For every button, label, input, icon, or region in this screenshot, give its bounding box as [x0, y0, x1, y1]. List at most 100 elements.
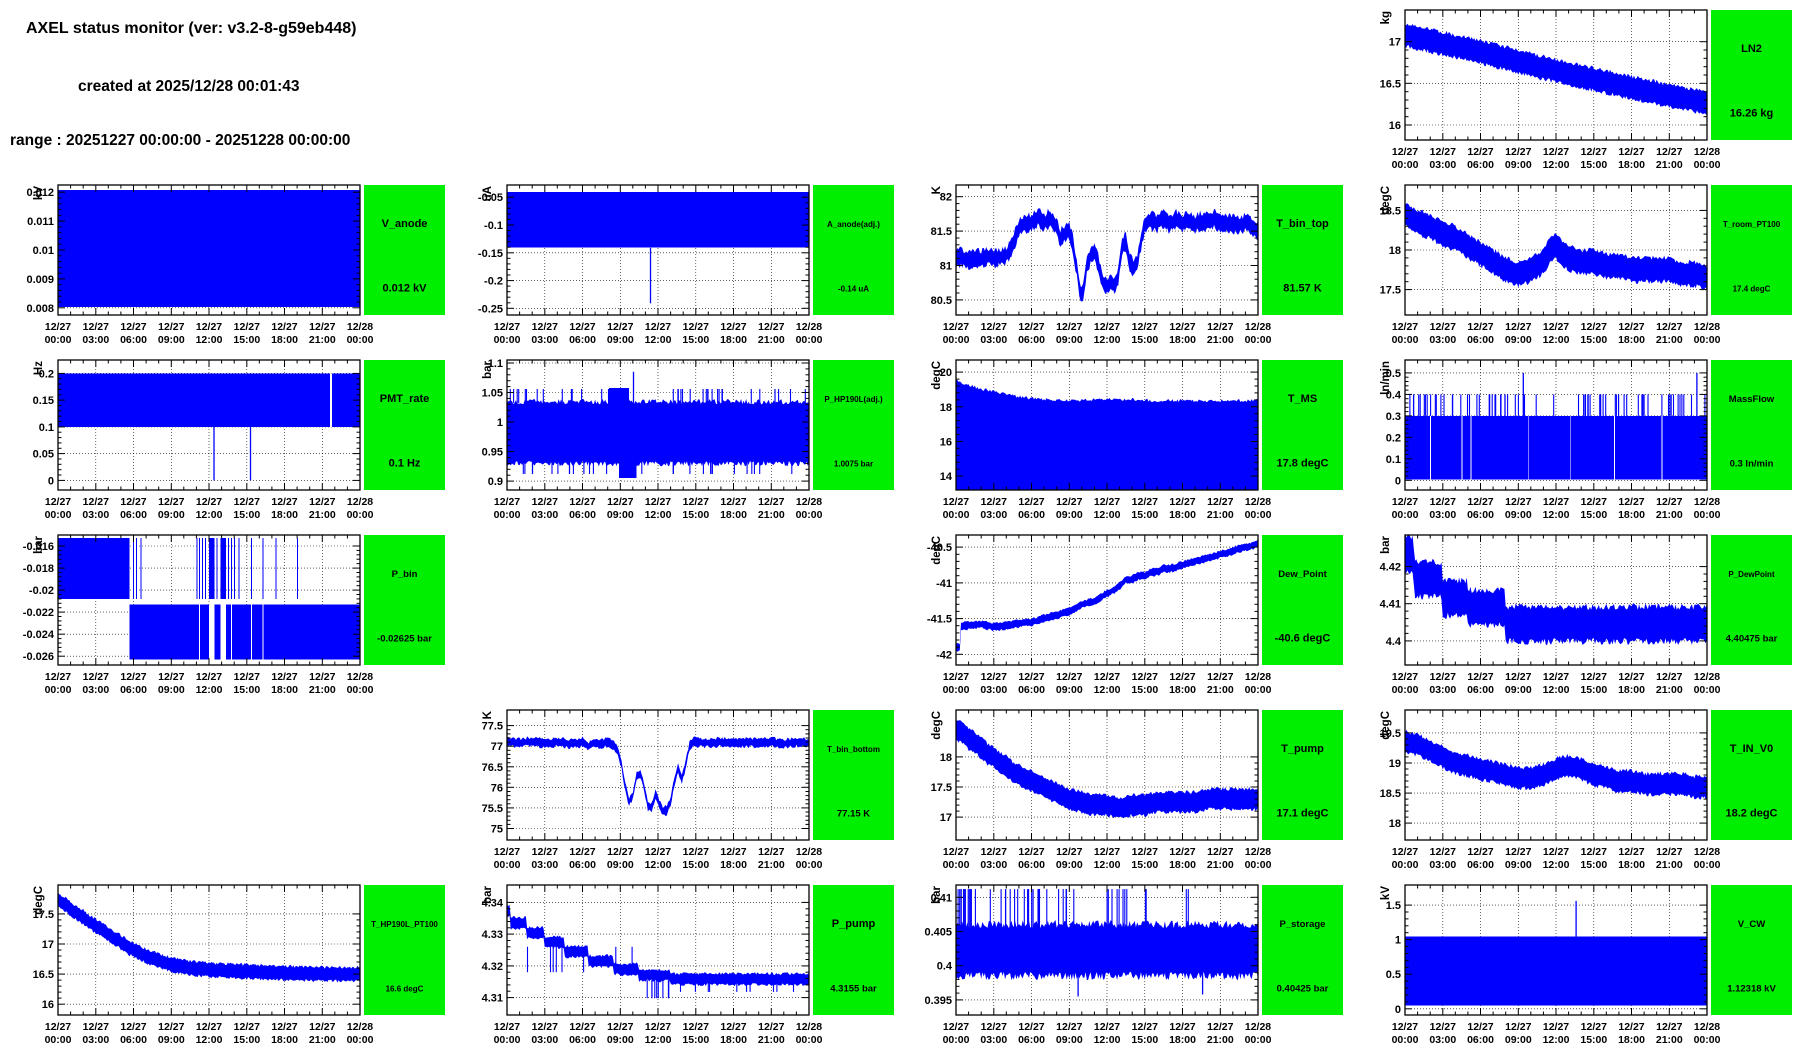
x-tick-date: 12/27	[1581, 496, 1607, 508]
y-axis-unit: bar	[482, 885, 494, 903]
x-tick-date: 12/27	[120, 321, 146, 333]
x-tick-time: 15:00	[233, 1034, 260, 1045]
x-tick-date: 12/28	[1245, 496, 1271, 508]
x-tick-date: 12/27	[943, 321, 969, 333]
x-tick-date: 12/27	[758, 846, 784, 858]
plot-label: P_bin	[392, 569, 418, 580]
y-tick-label: 0.41	[931, 892, 952, 904]
x-tick-time: 21:00	[1656, 684, 1683, 695]
plot-data-T_HP190L_PT100	[58, 892, 360, 983]
x-tick-date: 12/27	[1056, 671, 1082, 683]
x-tick-time: 21:00	[758, 509, 785, 520]
x-tick-time: 21:00	[1207, 509, 1234, 520]
x-tick-date: 12/27	[271, 321, 297, 333]
x-tick-date: 12/27	[494, 846, 520, 858]
x-tick-time: 15:00	[682, 509, 709, 520]
plot-panel-T_IN_V0: 18 18.5 19 19.5 12/27 00:00 12/27 03:00 12/27 06:…	[1347, 698, 1796, 871]
x-tick-date: 12/27	[271, 496, 297, 508]
x-tick-time: 15:00	[1580, 859, 1607, 870]
plot-svg-MassFlow: 00.10.20.30.40.512/2700:0012/2703:0012/2…	[1380, 359, 1792, 521]
plot-svg-T_MS: 1416182012/2700:0012/2703:0012/2706:0012…	[931, 359, 1343, 521]
x-tick-time: 09:00	[607, 334, 634, 345]
y-tick-label: -0.022	[23, 607, 54, 619]
x-tick-date: 12/27	[1132, 321, 1158, 333]
y-tick-label: 0.05	[33, 449, 54, 461]
x-tick-date: 12/27	[569, 496, 595, 508]
plot-value: 18.2 degC	[1726, 808, 1778, 820]
x-tick-date: 12/27	[158, 321, 184, 333]
x-tick-time: 09:00	[158, 1034, 185, 1045]
y-tick-label: 14	[940, 471, 953, 483]
x-tick-date: 12/27	[1543, 496, 1569, 508]
created-at-label: created at 2025/12/28 00:01:43	[78, 78, 300, 95]
x-tick-date: 12/27	[645, 496, 671, 508]
plot-data-T_pump	[956, 720, 1258, 819]
plot-value: 0.40425 bar	[1277, 984, 1329, 995]
x-tick-date: 12/27	[45, 671, 71, 683]
plot-value: 17.4 degC	[1733, 285, 1771, 294]
x-tick-time: 06:00	[120, 334, 147, 345]
plot-svg-T_HP190L_PT100: 1616.51717.512/2700:0012/2703:0012/2706:…	[33, 884, 445, 1046]
x-tick-date: 12/27	[981, 846, 1007, 858]
plot-svg-P_DewPoint: 4.44.414.4212/2700:0012/2703:0012/2706:0…	[1380, 534, 1792, 696]
x-tick-time: 03:00	[980, 859, 1007, 870]
x-tick-time: 06:00	[1467, 859, 1494, 870]
y-tick-label: 17.5	[1380, 285, 1401, 297]
x-tick-date: 12/27	[981, 321, 1007, 333]
x-tick-time: 06:00	[569, 859, 596, 870]
y-tick-label: 0.395	[924, 995, 952, 1007]
x-tick-time: 18:00	[1618, 1034, 1645, 1045]
x-tick-time: 03:00	[980, 684, 1007, 695]
x-tick-date: 12/27	[309, 496, 335, 508]
x-tick-date: 12/27	[532, 1021, 558, 1033]
y-axis-unit: ln/min	[1380, 361, 1392, 395]
y-tick-label: 16.5	[1380, 78, 1401, 90]
y-tick-label: 17	[42, 939, 54, 951]
x-tick-date: 12/27	[1430, 146, 1456, 158]
x-tick-date: 12/28	[347, 496, 373, 508]
x-tick-time: 06:00	[1018, 509, 1045, 520]
plot-value: 0.1 Hz	[389, 458, 421, 470]
y-tick-label: 17	[1389, 37, 1401, 49]
y-tick-label: 0.011	[27, 216, 54, 228]
x-tick-time: 18:00	[1618, 684, 1645, 695]
x-tick-time: 15:00	[1580, 159, 1607, 170]
x-tick-time: 12:00	[196, 334, 223, 345]
x-tick-time: 18:00	[271, 684, 298, 695]
x-tick-time: 09:00	[1505, 334, 1532, 345]
x-tick-date: 12/27	[943, 671, 969, 683]
plot-label: PMT_rate	[380, 393, 430, 405]
x-tick-time: 15:00	[1580, 509, 1607, 520]
x-tick-date: 12/27	[1392, 671, 1418, 683]
x-tick-date: 12/27	[1392, 496, 1418, 508]
x-tick-date: 12/27	[1581, 1021, 1607, 1033]
x-tick-date: 12/27	[1543, 146, 1569, 158]
x-tick-date: 12/27	[532, 321, 558, 333]
y-tick-label: 18	[940, 402, 952, 414]
x-tick-date: 12/28	[1694, 321, 1720, 333]
x-tick-date: 12/27	[1505, 321, 1531, 333]
plot-value: 1.0075 bar	[834, 460, 873, 469]
x-tick-time: 00:00	[1392, 1034, 1419, 1045]
x-tick-time: 00:00	[796, 509, 823, 520]
x-tick-date: 12/28	[1694, 671, 1720, 683]
plot-label: P_storage	[1280, 919, 1326, 930]
plot-panel-T_room_PT100: 17.5 18 18.5 12/27 00:00 12/27 03:00 12/27 06:00…	[1347, 173, 1796, 346]
x-tick-time: 00:00	[1392, 859, 1419, 870]
x-tick-date: 12/27	[158, 1021, 184, 1033]
x-tick-time: 12:00	[645, 509, 672, 520]
plot-label: T_bin_top	[1276, 218, 1329, 230]
x-tick-time: 06:00	[1018, 684, 1045, 695]
plot-data-PMT_rate	[58, 373, 360, 481]
plot-panel-P_pump: 4.31 4.32 4.33 4.34 12/27 00:00 12/27 03:00 12/2…	[449, 873, 898, 1046]
x-tick-date: 12/27	[683, 321, 709, 333]
x-tick-time: 00:00	[347, 334, 374, 345]
y-tick-label: 0.5	[1386, 368, 1401, 380]
y-tick-label: 1.1	[488, 358, 503, 370]
x-tick-time: 00:00	[1694, 509, 1721, 520]
x-tick-time: 21:00	[1207, 334, 1234, 345]
y-axis-unit: degC	[1380, 711, 1392, 740]
x-tick-time: 00:00	[494, 1034, 521, 1045]
x-tick-date: 12/27	[1467, 1021, 1493, 1033]
x-tick-date: 12/27	[720, 496, 746, 508]
